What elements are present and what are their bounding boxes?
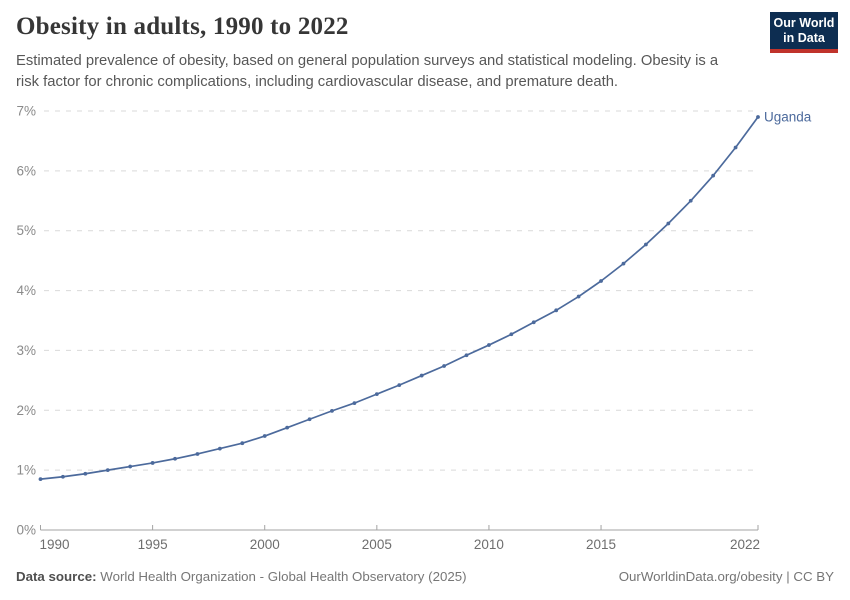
x-tick-label: 1995 xyxy=(138,537,168,552)
data-point xyxy=(173,456,177,461)
data-point xyxy=(621,261,626,266)
y-tick-label: 5% xyxy=(16,223,36,238)
data-point xyxy=(285,425,290,430)
data-source-label: Data source: xyxy=(16,569,97,584)
data-point xyxy=(464,353,469,358)
data-point xyxy=(330,408,334,413)
x-tick-label: 2000 xyxy=(250,537,280,552)
data-point xyxy=(397,383,402,388)
data-point xyxy=(509,332,514,337)
series-end-label: Uganda xyxy=(764,109,812,124)
license-link-text: OurWorldinData.org/obesity | CC BY xyxy=(618,569,834,584)
data-point xyxy=(576,294,581,299)
data-point xyxy=(195,452,200,456)
x-tick-label: 2015 xyxy=(586,537,616,552)
data-point xyxy=(307,417,312,422)
y-tick-label: 2% xyxy=(16,403,36,418)
data-point xyxy=(531,320,536,325)
y-tick-label: 6% xyxy=(16,163,36,178)
y-tick-label: 1% xyxy=(16,463,36,478)
owid-logo-line1: Our World xyxy=(773,16,835,30)
data-point xyxy=(688,198,693,203)
data-point xyxy=(105,468,110,473)
data-point xyxy=(128,464,133,469)
data-point xyxy=(217,446,222,451)
y-tick-label: 7% xyxy=(16,104,36,119)
chart-subtitle: Estimated prevalence of obesity, based o… xyxy=(16,53,719,90)
data-point xyxy=(240,441,245,446)
x-tick-label: 2022 xyxy=(730,537,760,552)
data-point xyxy=(554,308,559,313)
data-source-note: Data source: World Health Organization -… xyxy=(16,569,467,584)
x-tick-label: 2010 xyxy=(474,537,504,552)
data-point xyxy=(666,221,671,226)
data-point xyxy=(150,461,155,465)
data-point xyxy=(756,115,760,119)
data-point xyxy=(262,434,267,438)
data-point xyxy=(352,401,357,406)
data-point xyxy=(599,279,603,283)
data-point xyxy=(733,145,738,150)
data-point xyxy=(487,343,491,347)
owid-logo: Our World in Data xyxy=(770,12,838,53)
x-tick-label: 2005 xyxy=(362,537,392,552)
data-point xyxy=(711,173,716,178)
y-tick-label: 4% xyxy=(16,283,36,298)
y-tick-label: 3% xyxy=(16,343,36,358)
data-point xyxy=(61,474,65,479)
data-source-text: World Health Organization - Global Healt… xyxy=(96,569,467,584)
page-title: Obesity in adults, 1990 to 2022 xyxy=(16,13,349,40)
owid-logo-line2: in Data xyxy=(783,31,825,45)
data-point xyxy=(83,471,88,476)
y-tick-label: 0% xyxy=(16,523,36,538)
data-point xyxy=(38,477,43,482)
data-point xyxy=(374,392,379,397)
data-point xyxy=(419,373,424,378)
data-point xyxy=(643,242,648,247)
x-tick-label: 1990 xyxy=(40,537,70,552)
data-point xyxy=(442,364,446,368)
